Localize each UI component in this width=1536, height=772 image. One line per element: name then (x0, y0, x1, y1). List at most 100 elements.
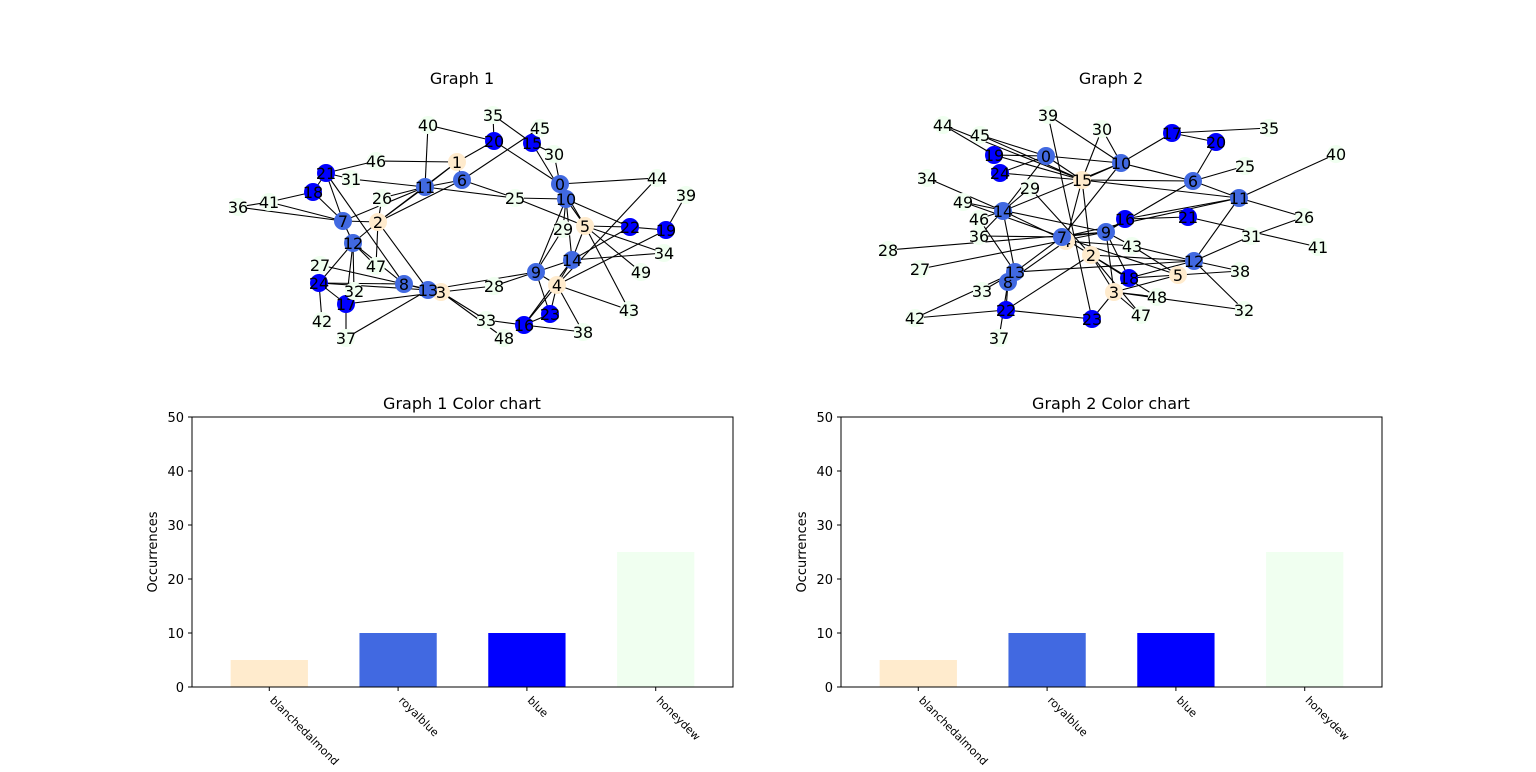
graph-1-node-label-8: 8 (399, 275, 409, 294)
chart-1-bar-blanchedalmond (230, 660, 308, 687)
graph-1-node-label-47: 47 (366, 257, 386, 276)
graph-2-node-marker-47 (1132, 306, 1150, 324)
graph-1-node-1: 1 (448, 153, 466, 172)
graph-2-node-label-28: 28 (878, 241, 898, 260)
graph-1-edge-22-14 (571, 226, 631, 261)
graph-1-node-label-18: 18 (303, 183, 323, 202)
graph-2-node-label-23: 23 (1082, 310, 1102, 329)
graph-2-node-31: 31 (1241, 227, 1261, 246)
graph-1-title: Graph 1 (430, 69, 494, 88)
graph-2-node-label-11: 11 (1229, 189, 1249, 208)
graph-1-edge-3-48 (440, 291, 505, 339)
graph-2-node-marker-0 (1037, 147, 1055, 165)
graph-1-node-label-25: 25 (505, 189, 525, 208)
graph-2-node-9: 9 (1097, 223, 1115, 242)
graph-1-node-label-38: 38 (573, 323, 593, 342)
graph-2-node-34: 34 (917, 169, 937, 188)
chart-2-ytick-label-20: 20 (816, 573, 833, 588)
graph-2-edge-16-21 (1124, 216, 1189, 220)
graph-1-node-32: 32 (344, 282, 364, 301)
graph-1-node-14: 14 (562, 251, 582, 270)
graph-2-node-label-18: 18 (1119, 269, 1139, 288)
graph-1-node-33: 33 (476, 311, 496, 330)
graph-1-node-39: 39 (676, 186, 696, 205)
chart-1-ytick-label-30: 30 (167, 519, 184, 534)
graph-1-node-marker-49 (632, 263, 650, 281)
graph-1-node-marker-17 (337, 295, 355, 313)
graph-1-edge-7-36 (237, 206, 344, 222)
graph-1-node-13: 13 (418, 281, 438, 300)
chart-2-xtick-label-royalblue: royalblue (1045, 694, 1090, 739)
graph-1-node-label-16: 16 (514, 316, 534, 335)
graph-1-edge-7-41 (268, 201, 344, 222)
graph-1-node-label-32: 32 (344, 282, 364, 301)
graph-1-node-7: 7 (334, 212, 352, 231)
graph-1-node-marker-9 (527, 263, 545, 281)
graph-2-node-47: 47 (1131, 306, 1151, 325)
graph-1-node-marker-25 (506, 189, 524, 207)
graph-2-node-7: 7 (1053, 228, 1071, 247)
graph-1-node-marker-39 (677, 186, 695, 204)
graph-2-edge-17-10 (1120, 132, 1173, 164)
graph-1-node-label-5: 5 (580, 217, 590, 236)
graph-1-node-label-35: 35 (483, 106, 503, 125)
graph-2-node-marker-12 (1185, 252, 1203, 270)
graph-2-node-marker-7 (1053, 228, 1071, 246)
graph-2-node-marker-27 (911, 260, 929, 278)
graph-1-edge-25-5 (514, 197, 586, 227)
graph-1-node-label-24: 24 (309, 274, 329, 293)
chart-1-ytick-label-10: 10 (167, 627, 184, 642)
graph-2-edge-22-23 (1005, 309, 1093, 320)
graph-1-node-label-21: 21 (316, 164, 336, 183)
graph-2-node-marker-9 (1097, 223, 1115, 241)
graph-2-node-marker-29 (1021, 179, 1039, 197)
graph-1-node-marker-1 (448, 153, 466, 171)
graph-2-edge-12-18 (1128, 260, 1195, 279)
graph-2-edge-11-12 (1193, 197, 1240, 262)
graph-2-node-21: 21 (1178, 208, 1198, 227)
graph-1-node-17: 17 (336, 295, 356, 314)
graph-1-node-28: 28 (484, 277, 504, 296)
graph-1-node-2: 2 (369, 213, 387, 232)
graph-1-node-label-42: 42 (312, 312, 332, 331)
graph-1-node-marker-2 (369, 213, 387, 231)
graph-2-node-label-5: 5 (1173, 266, 1183, 285)
graph-1-edge-20-0 (493, 140, 561, 185)
graph-2-node-marker-19 (985, 146, 1003, 164)
graph-2-node-26: 26 (1294, 208, 1314, 227)
graph-2-node-label-16: 16 (1115, 210, 1135, 229)
graph-1-edge-5-49 (584, 225, 642, 273)
graph-1-color-chart: Graph 1 Color chart 0 10 20 30 40 50 blanched… (146, 394, 734, 768)
graph-2-node-label-43: 43 (1122, 237, 1142, 256)
graph-1-node-marker-13 (419, 281, 437, 299)
graph-1-node-marker-24 (310, 274, 328, 292)
graph-1-node-marker-40 (419, 116, 437, 134)
graph-2-node-marker-44 (934, 116, 952, 134)
graph-1-node-37: 37 (336, 329, 356, 348)
graph-2-node-45: 45 (970, 126, 990, 145)
graph-1-node-25: 25 (505, 189, 525, 208)
graph-2-node-label-27: 27 (910, 260, 930, 279)
graph-1-node-marker-32 (345, 282, 363, 300)
graph-2-node-marker-35 (1260, 119, 1278, 137)
graph-2-node-label-34: 34 (917, 169, 937, 188)
graph-2-node-label-24: 24 (990, 164, 1010, 183)
graph-2-node-label-3: 3 (1109, 283, 1119, 302)
chart-2-ytick-label-0: 0 (825, 681, 833, 696)
graph-1-node-marker-4 (548, 276, 566, 294)
graph-1-node-43: 43 (619, 301, 639, 320)
chart-1-ytick-label-0: 0 (176, 681, 184, 696)
graph-2-node-49: 49 (953, 193, 973, 212)
graph-2-node-marker-45 (971, 126, 989, 144)
graph-2-node-label-35: 35 (1259, 119, 1279, 138)
chart-2-frame (840, 416, 1383, 688)
graph-2-edge-46-13 (978, 218, 1016, 273)
graph-2-node-label-25: 25 (1235, 157, 1255, 176)
graph-2-node-marker-24 (991, 164, 1009, 182)
graph-1-node-label-13: 13 (418, 281, 438, 300)
graph-1-node-26: 26 (372, 189, 392, 208)
graph-2-node-label-17: 17 (1162, 124, 1182, 143)
chart-1-xtick-label-honeydew: honeydew (654, 694, 703, 743)
graph-1-node-marker-37 (337, 329, 355, 347)
